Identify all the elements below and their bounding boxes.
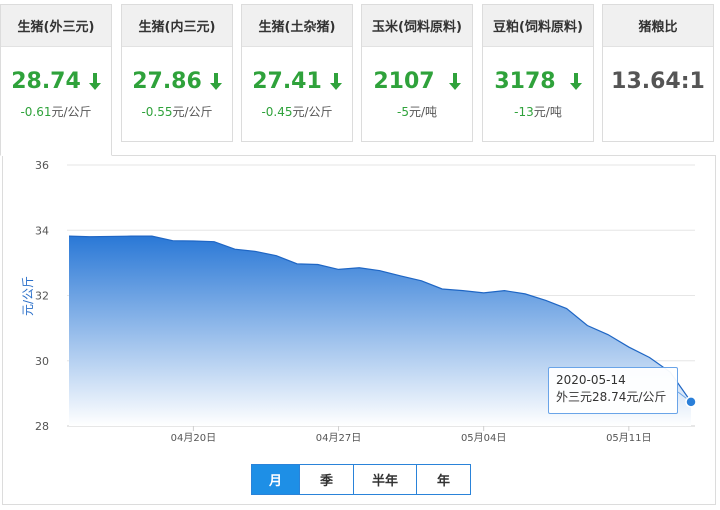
card-unit: 元/公斤	[51, 105, 92, 119]
x-tick-label: 05月04日	[461, 432, 506, 444]
x-tick-label: 05月11日	[606, 432, 651, 444]
arrow-down-icon	[448, 72, 461, 90]
price-cards: 生猪(外三元) 28.74 -0.61元/公斤 生猪(内三元) 27.86 -0…	[0, 0, 720, 156]
card-pig-neisanyuan[interactable]: 生猪(内三元) 27.86 -0.55元/公斤	[121, 4, 233, 142]
card-price: 13.64:1	[611, 68, 705, 94]
card-price: 3178	[494, 68, 556, 94]
card-title: 猪粮比	[603, 5, 713, 47]
tab-year[interactable]: 年	[416, 465, 470, 494]
card-title: 生猪(内三元)	[122, 5, 232, 47]
card-change: -0.45	[261, 105, 293, 119]
card-price: 27.86	[132, 68, 202, 94]
tab-half-year[interactable]: 半年	[353, 465, 416, 494]
y-tick-label: 28	[35, 420, 49, 433]
tab-quarter[interactable]: 季	[299, 465, 353, 494]
y-tick-label: 30	[35, 355, 49, 368]
arrow-down-icon	[209, 72, 222, 90]
y-tick-label: 32	[35, 290, 49, 303]
x-tick-label: 04月27日	[316, 432, 361, 444]
card-soybean-meal[interactable]: 豆粕(饲料原料) 3178 -13元/吨	[482, 4, 594, 142]
y-tick-label: 36	[35, 159, 49, 172]
card-title: 玉米(饲料原料)	[362, 5, 472, 47]
chart-tooltip: 2020-05-14 外三元28.74元/公斤	[548, 367, 678, 414]
card-price: 2107	[373, 68, 435, 94]
tooltip-date: 2020-05-14	[556, 373, 626, 387]
price-chart: 28 30 32 34 36 元/公斤 04月20日 04月27日 05月04日 05月11日	[2, 155, 716, 505]
x-tick-label: 04月20日	[171, 432, 216, 444]
series-area	[69, 236, 691, 426]
card-title: 生猪(土杂猪)	[242, 5, 352, 47]
card-change: -13	[514, 105, 534, 119]
arrow-down-icon	[569, 72, 582, 90]
tab-month[interactable]: 月	[252, 465, 299, 494]
card-change: -0.61	[20, 105, 52, 119]
arrow-down-icon	[88, 72, 101, 90]
arrow-down-icon	[329, 72, 342, 90]
card-pig-tuzazhu[interactable]: 生猪(土杂猪) 27.41 -0.45元/公斤	[241, 4, 353, 142]
card-title: 生猪(外三元)	[1, 5, 111, 47]
series-line	[68, 235, 692, 403]
card-unit: 元/公斤	[172, 105, 213, 119]
card-unit: 元/吨	[533, 105, 562, 119]
card-pig-grain-ratio[interactable]: 猪粮比 13.64:1	[602, 4, 714, 142]
card-change: -0.55	[141, 105, 173, 119]
card-pig-waisanyuan[interactable]: 生猪(外三元) 28.74 -0.61元/公斤	[0, 4, 112, 156]
card-corn[interactable]: 玉米(饲料原料) 2107 -5元/吨	[361, 4, 473, 142]
data-point-highlight	[685, 396, 697, 408]
card-title: 豆粕(饲料原料)	[483, 5, 593, 47]
y-axis-title: 元/公斤	[21, 276, 35, 316]
card-unit: 元/公斤	[292, 105, 333, 119]
range-tabs: 月 季 半年 年	[251, 464, 471, 495]
card-unit: 元/吨	[408, 105, 437, 119]
card-price: 27.41	[252, 68, 322, 94]
tooltip-value: 外三元28.74元/公斤	[556, 390, 667, 404]
y-tick-label: 34	[35, 224, 49, 237]
chart-svg: 28 30 32 34 36 元/公斤 04月20日 04月27日 05月04日 05月11日	[21, 159, 697, 444]
card-change: -5	[396, 105, 409, 119]
card-price: 28.74	[11, 68, 81, 94]
